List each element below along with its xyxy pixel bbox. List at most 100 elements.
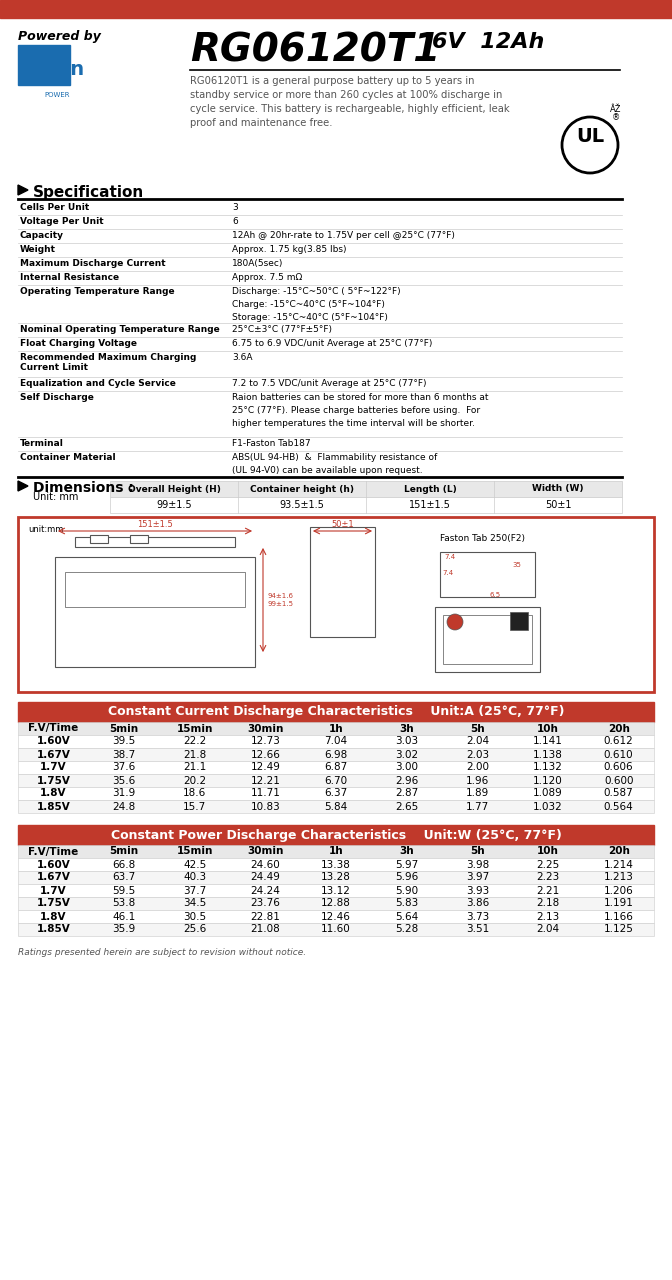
Text: 12Ah @ 20hr-rate to 1.75V per cell @25°C (77°F): 12Ah @ 20hr-rate to 1.75V per cell @25°C… [232, 230, 455, 241]
Text: 7.2 to 7.5 VDC/unit Average at 25°C (77°F): 7.2 to 7.5 VDC/unit Average at 25°C (77°… [232, 379, 427, 388]
Text: F1-Faston Tab187: F1-Faston Tab187 [232, 439, 310, 448]
Text: 5.97: 5.97 [395, 859, 418, 869]
Text: 1.77: 1.77 [466, 801, 489, 812]
Text: 5min: 5min [110, 846, 138, 856]
Text: 2.96: 2.96 [395, 776, 418, 786]
Text: Voltage Per Unit: Voltage Per Unit [20, 218, 103, 227]
Text: Dimensions :: Dimensions : [33, 481, 134, 495]
Text: 13.12: 13.12 [321, 886, 351, 896]
Bar [75, 538, 235, 547]
Text: 2.25: 2.25 [536, 859, 560, 869]
Bar [18, 701, 654, 722]
Text: 1.206: 1.206 [603, 886, 634, 896]
Text: 50±1: 50±1 [545, 500, 571, 509]
Text: 2.00: 2.00 [466, 763, 489, 773]
Text: 24.24: 24.24 [251, 886, 280, 896]
Text: 24.60: 24.60 [251, 859, 280, 869]
Text: 1h: 1h [329, 723, 343, 733]
Text: 59.5: 59.5 [112, 886, 136, 896]
Bar [310, 527, 375, 637]
Bar [18, 762, 654, 774]
Text: RG06120T1 is a general purpose battery up to 5 years in
standby service or more : RG06120T1 is a general purpose battery u… [190, 76, 509, 128]
Text: 1.032: 1.032 [533, 801, 563, 812]
Bar [320, 535, 334, 543]
Text: 37.6: 37.6 [112, 763, 136, 773]
Text: UL: UL [576, 128, 604, 146]
Text: 1.214: 1.214 [603, 859, 634, 869]
Text: 3.93: 3.93 [466, 886, 489, 896]
Text: 1.213: 1.213 [603, 873, 634, 882]
Text: 63.7: 63.7 [112, 873, 136, 882]
Text: 3h: 3h [399, 723, 414, 733]
Text: 6: 6 [232, 218, 238, 227]
Text: 6.87: 6.87 [325, 763, 347, 773]
Bar [55, 557, 255, 667]
Bar [18, 722, 654, 735]
Text: F.V/Time: F.V/Time [28, 723, 79, 733]
Text: ÂŽ: ÂŽ [610, 105, 622, 114]
Text: 0.612: 0.612 [603, 736, 634, 746]
Text: 10.83: 10.83 [251, 801, 280, 812]
Text: 38.7: 38.7 [112, 750, 136, 759]
Text: Maximum Discharge Current: Maximum Discharge Current [20, 259, 165, 268]
Text: Recommended Maximum Charging
Current Limit: Recommended Maximum Charging Current Lim… [20, 353, 196, 372]
Text: 2.87: 2.87 [395, 788, 418, 799]
Text: 20.2: 20.2 [183, 776, 206, 786]
Text: 0.610: 0.610 [604, 750, 634, 759]
Text: 3.86: 3.86 [466, 899, 489, 909]
Text: 93.5±1.5: 93.5±1.5 [280, 500, 325, 509]
Bar [435, 607, 540, 672]
Text: 5min: 5min [110, 723, 138, 733]
Bar [510, 612, 528, 630]
Text: 1.166: 1.166 [603, 911, 634, 922]
Text: 2.04: 2.04 [466, 736, 489, 746]
Text: 3.97: 3.97 [466, 873, 489, 882]
Text: 3.6A: 3.6A [232, 353, 253, 362]
Text: 12.73: 12.73 [251, 736, 280, 746]
Bar [18, 826, 654, 845]
Text: 10h: 10h [537, 846, 559, 856]
Text: 21.1: 21.1 [183, 763, 206, 773]
Text: 6.37: 6.37 [325, 788, 347, 799]
Text: Discharge: -15°C~50°C ( 5°F~122°F)
Charge: -15°C~40°C (5°F~104°F)
Storage: -15°C: Discharge: -15°C~50°C ( 5°F~122°F) Charg… [232, 287, 401, 323]
Text: Specification: Specification [33, 186, 144, 200]
Text: 1.089: 1.089 [533, 788, 563, 799]
Bar [18, 800, 654, 813]
Text: Overall Height (H): Overall Height (H) [128, 485, 220, 494]
Text: 5h: 5h [470, 846, 485, 856]
Text: 50±1: 50±1 [331, 520, 354, 529]
Text: Unit: mm: Unit: mm [33, 492, 79, 502]
Text: 1h: 1h [329, 846, 343, 856]
Text: 1.60V: 1.60V [36, 859, 70, 869]
Text: 5.96: 5.96 [395, 873, 418, 882]
Bar [18, 923, 654, 936]
Text: 2.13: 2.13 [536, 911, 560, 922]
Text: 20h: 20h [607, 723, 630, 733]
Bar [315, 538, 370, 547]
Text: 1.67V: 1.67V [36, 750, 71, 759]
Text: 15.7: 15.7 [183, 801, 206, 812]
Text: 2.21: 2.21 [536, 886, 560, 896]
Bar [18, 787, 654, 800]
Text: 3.51: 3.51 [466, 924, 489, 934]
Text: 1.85V: 1.85V [36, 801, 70, 812]
Bar [18, 884, 654, 897]
Text: Self Discharge: Self Discharge [20, 393, 94, 402]
Text: 12.46: 12.46 [321, 911, 351, 922]
Text: 1.67V: 1.67V [36, 873, 71, 882]
Text: 37.7: 37.7 [183, 886, 206, 896]
Text: 12.21: 12.21 [251, 776, 280, 786]
Text: 0.587: 0.587 [603, 788, 634, 799]
Text: 22.81: 22.81 [251, 911, 280, 922]
Text: 1.85V: 1.85V [36, 924, 70, 934]
Text: 6.5: 6.5 [490, 591, 501, 598]
Bar [110, 481, 622, 497]
Text: 42.5: 42.5 [183, 859, 206, 869]
Text: 3: 3 [232, 204, 238, 212]
Bar [130, 535, 148, 543]
Text: 39.5: 39.5 [112, 736, 136, 746]
Text: 12.49: 12.49 [251, 763, 280, 773]
Bar [18, 845, 654, 858]
Text: 11.60: 11.60 [321, 924, 351, 934]
Bar [18, 897, 654, 910]
